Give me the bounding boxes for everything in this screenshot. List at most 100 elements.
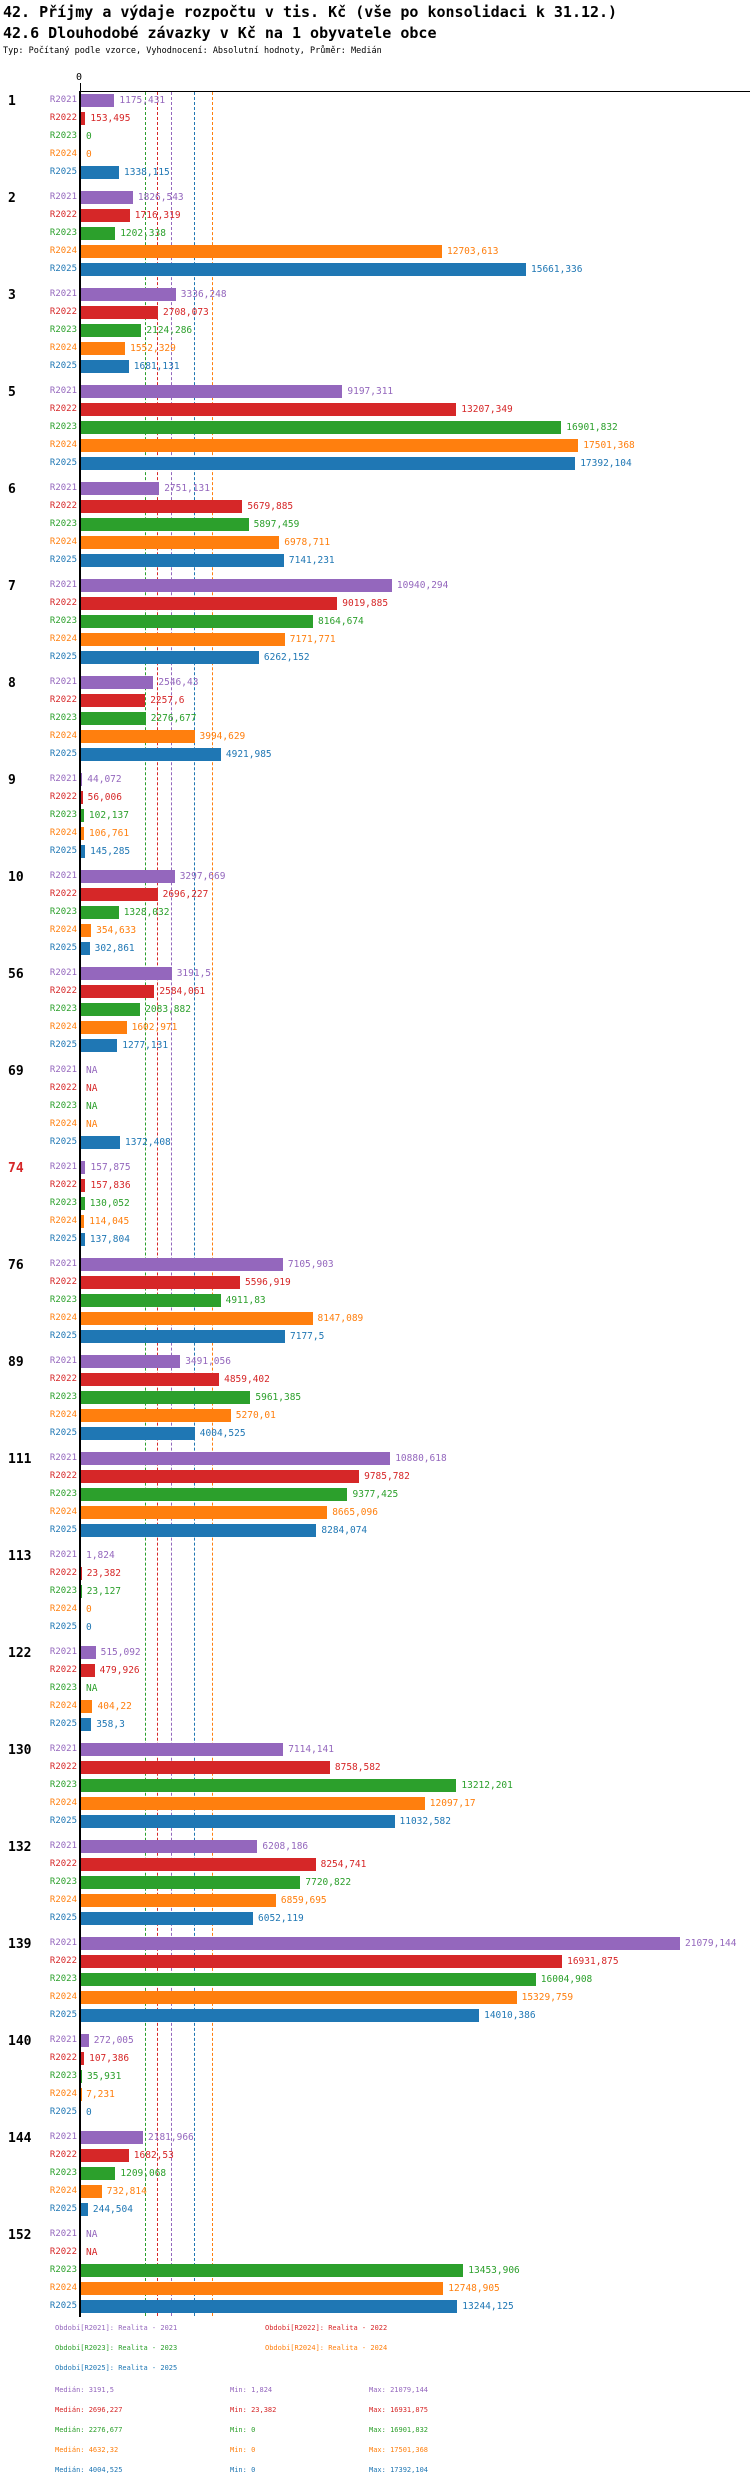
value-label: 157,875 bbox=[90, 1162, 131, 1173]
value-label: 157,836 bbox=[90, 1180, 131, 1191]
year-label: R2021 bbox=[49, 1744, 77, 1754]
value-label: 9197,311 bbox=[347, 386, 394, 397]
year-label: R2021 bbox=[49, 871, 77, 881]
bar bbox=[81, 324, 142, 337]
bar bbox=[81, 1409, 231, 1422]
bar bbox=[81, 263, 527, 276]
bar bbox=[81, 1197, 85, 1210]
value-label: 102,137 bbox=[88, 810, 129, 821]
year-label: R2025 bbox=[49, 2301, 77, 2311]
value-label: 8254,741 bbox=[320, 1859, 367, 1870]
value-label: 35,931 bbox=[87, 2071, 122, 2082]
year-label: R2024 bbox=[49, 1410, 77, 1420]
year-label: R2024 bbox=[49, 1701, 77, 1711]
value-label: 2083,882 bbox=[145, 1004, 191, 1015]
value-label: 8665,096 bbox=[332, 1507, 378, 1518]
value-label: 2696,227 bbox=[162, 889, 209, 900]
year-label: R2024 bbox=[49, 246, 77, 256]
bar bbox=[81, 1452, 391, 1465]
year-label: R2022 bbox=[49, 598, 77, 608]
value-label: 16931,875 bbox=[567, 1956, 619, 1967]
year-label: R2023 bbox=[49, 810, 77, 820]
year-label: R2025 bbox=[49, 1913, 77, 1923]
bar bbox=[81, 2070, 83, 2083]
value-label: 15661,336 bbox=[531, 264, 583, 275]
value-label: NA bbox=[86, 1083, 98, 1094]
year-label: R2024 bbox=[49, 1119, 77, 1129]
bar bbox=[81, 191, 133, 204]
value-label: 5270,01 bbox=[235, 1410, 276, 1421]
value-label: NA bbox=[86, 1101, 98, 1112]
bar bbox=[81, 730, 195, 743]
value-label: NA bbox=[86, 1065, 98, 1076]
page-subtitle: 42.6 Dlouhodobé závazky v Kč na 1 obyvat… bbox=[3, 24, 437, 42]
bar bbox=[81, 1373, 220, 1386]
bar bbox=[81, 1233, 85, 1246]
value-label: NA bbox=[86, 2229, 98, 2240]
year-label: R2021 bbox=[49, 774, 77, 784]
bar bbox=[81, 1003, 141, 1016]
bar bbox=[81, 985, 155, 998]
bar bbox=[81, 2300, 458, 2313]
bar bbox=[81, 748, 221, 761]
stat-min-R2024: Min: 0 bbox=[230, 2446, 256, 2454]
legend-item-R2023: Období[R2023]: Realita - 2023 bbox=[55, 2344, 178, 2352]
year-label: R2022 bbox=[49, 792, 77, 802]
bar bbox=[81, 1894, 276, 1907]
value-label: 0 bbox=[86, 1622, 92, 1633]
value-label: 114,045 bbox=[89, 1216, 130, 1227]
year-label: R2021 bbox=[49, 1065, 77, 1075]
value-label: 13212,201 bbox=[461, 1780, 513, 1791]
year-label: R2024 bbox=[49, 2283, 77, 2293]
group-label: 6 bbox=[8, 482, 16, 497]
axis-tick bbox=[80, 83, 81, 91]
group-label: 113 bbox=[8, 1549, 32, 1564]
value-label: 17392,104 bbox=[580, 458, 632, 469]
bar bbox=[81, 1743, 284, 1756]
stat-min-R2022: Min: 23,382 bbox=[230, 2406, 277, 2414]
value-label: 244,504 bbox=[92, 2204, 133, 2215]
bar bbox=[81, 1646, 96, 1659]
bar bbox=[81, 518, 249, 531]
year-label: R2024 bbox=[49, 537, 77, 547]
bar bbox=[81, 1161, 86, 1174]
bar bbox=[81, 482, 160, 495]
value-label: 2181,966 bbox=[148, 2132, 194, 2143]
value-label: 5961,385 bbox=[255, 1392, 302, 1403]
stat-max-R2025: Max: 17392,104 bbox=[369, 2466, 429, 2474]
bar bbox=[81, 845, 86, 858]
stat-median-R2024: Medián: 4632,32 bbox=[55, 2446, 119, 2454]
value-label: 137,804 bbox=[89, 1234, 130, 1245]
year-label: R2023 bbox=[49, 519, 77, 529]
year-label: R2025 bbox=[49, 458, 77, 468]
year-label: R2024 bbox=[49, 1992, 77, 2002]
year-label: R2024 bbox=[49, 343, 77, 353]
bar bbox=[81, 2034, 89, 2047]
year-label: R2022 bbox=[49, 501, 77, 511]
year-label: R2023 bbox=[49, 131, 77, 141]
value-label: 10940,294 bbox=[396, 580, 449, 591]
bar bbox=[81, 1276, 241, 1289]
year-label: R2021 bbox=[49, 192, 77, 202]
year-label: R2021 bbox=[49, 2229, 77, 2239]
legend-item-R2021: Období[R2021]: Realita - 2021 bbox=[55, 2324, 178, 2332]
value-label: 5596,919 bbox=[245, 1277, 291, 1288]
value-label: 3297,669 bbox=[179, 871, 226, 882]
bar bbox=[81, 597, 338, 610]
value-label: 2276,677 bbox=[150, 713, 197, 724]
value-label: 1277,131 bbox=[122, 1040, 169, 1051]
bar bbox=[81, 1973, 536, 1986]
year-label: R2024 bbox=[49, 1507, 77, 1517]
year-label: R2022 bbox=[49, 1374, 77, 1384]
group-label: 9 bbox=[8, 773, 16, 788]
year-label: R2022 bbox=[49, 1956, 77, 1966]
bar bbox=[81, 1179, 86, 1192]
year-label: R2025 bbox=[49, 652, 77, 662]
value-label: 272,005 bbox=[93, 2035, 134, 2046]
bar bbox=[81, 651, 259, 664]
group-label: 140 bbox=[8, 2034, 32, 2049]
bar bbox=[81, 1955, 563, 1968]
year-label: R2021 bbox=[49, 1841, 77, 1851]
bar bbox=[81, 1021, 127, 1034]
bar bbox=[81, 439, 579, 452]
